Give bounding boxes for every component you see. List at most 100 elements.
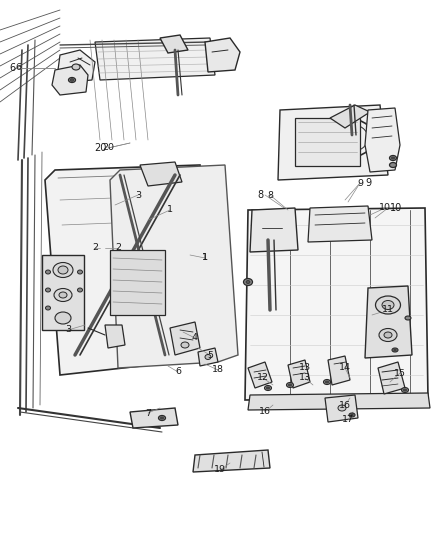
Ellipse shape	[392, 157, 395, 159]
Text: 14: 14	[339, 364, 351, 373]
Text: 9: 9	[365, 178, 371, 188]
Polygon shape	[330, 105, 370, 128]
Ellipse shape	[351, 414, 353, 416]
Ellipse shape	[338, 405, 346, 411]
Ellipse shape	[46, 288, 50, 292]
Text: 10: 10	[379, 204, 391, 213]
Ellipse shape	[375, 296, 400, 314]
Polygon shape	[365, 108, 400, 172]
Ellipse shape	[325, 381, 328, 383]
Polygon shape	[250, 208, 298, 252]
Ellipse shape	[289, 384, 292, 386]
Text: 8: 8	[267, 190, 273, 199]
Polygon shape	[205, 38, 240, 72]
Text: 1: 1	[202, 254, 208, 262]
Polygon shape	[110, 165, 238, 368]
Text: 19: 19	[214, 465, 226, 474]
Polygon shape	[170, 322, 200, 355]
Ellipse shape	[379, 328, 397, 342]
Bar	[42, 255, 84, 330]
Ellipse shape	[46, 270, 50, 274]
Ellipse shape	[53, 262, 73, 278]
Ellipse shape	[389, 156, 396, 160]
Ellipse shape	[405, 316, 411, 320]
Ellipse shape	[382, 301, 394, 310]
Text: 11: 11	[382, 305, 394, 314]
Text: 18: 18	[212, 366, 224, 375]
Text: 13: 13	[299, 364, 311, 373]
Ellipse shape	[55, 312, 71, 324]
Ellipse shape	[78, 288, 82, 292]
Text: 9: 9	[357, 179, 363, 188]
Ellipse shape	[181, 342, 189, 348]
Polygon shape	[365, 286, 412, 358]
Text: 13: 13	[299, 374, 311, 383]
Ellipse shape	[46, 306, 50, 310]
Text: 2: 2	[115, 244, 121, 253]
Polygon shape	[245, 208, 428, 400]
Text: 1: 1	[167, 206, 173, 214]
Polygon shape	[248, 362, 272, 388]
Ellipse shape	[266, 387, 269, 389]
Ellipse shape	[403, 389, 406, 391]
Ellipse shape	[392, 348, 398, 352]
Text: 8: 8	[257, 190, 263, 200]
Ellipse shape	[349, 413, 355, 417]
Text: 1: 1	[202, 254, 208, 262]
Text: 3: 3	[135, 190, 141, 199]
Bar	[110, 250, 165, 315]
Ellipse shape	[394, 349, 396, 351]
Polygon shape	[140, 162, 182, 186]
Text: 7: 7	[145, 408, 151, 417]
Polygon shape	[278, 105, 388, 180]
Text: 20: 20	[102, 143, 114, 152]
Ellipse shape	[160, 417, 163, 419]
Text: 12: 12	[257, 374, 269, 383]
Polygon shape	[58, 50, 95, 82]
Ellipse shape	[68, 77, 75, 83]
Text: 6: 6	[15, 63, 21, 72]
Polygon shape	[248, 393, 430, 410]
Polygon shape	[130, 408, 178, 428]
Polygon shape	[328, 356, 350, 385]
Polygon shape	[105, 325, 125, 348]
Polygon shape	[378, 362, 405, 394]
Text: 3: 3	[65, 326, 71, 335]
Text: 6: 6	[9, 63, 15, 73]
Polygon shape	[52, 65, 88, 95]
Ellipse shape	[324, 379, 331, 384]
Bar	[295, 118, 360, 166]
Ellipse shape	[78, 270, 82, 274]
Text: 17: 17	[342, 416, 354, 424]
Polygon shape	[325, 395, 358, 422]
Ellipse shape	[265, 385, 272, 391]
Ellipse shape	[246, 280, 250, 284]
Ellipse shape	[54, 288, 72, 302]
Ellipse shape	[58, 266, 68, 274]
Text: 6: 6	[175, 367, 181, 376]
Ellipse shape	[72, 64, 80, 70]
Text: 4: 4	[192, 334, 198, 343]
Ellipse shape	[384, 332, 392, 338]
Ellipse shape	[402, 387, 409, 392]
Ellipse shape	[286, 383, 293, 387]
Polygon shape	[308, 206, 372, 242]
Polygon shape	[193, 450, 270, 472]
Ellipse shape	[71, 79, 74, 81]
Ellipse shape	[59, 292, 67, 298]
Text: 16: 16	[259, 408, 271, 416]
Ellipse shape	[389, 163, 396, 167]
Ellipse shape	[159, 416, 166, 421]
Text: 10: 10	[390, 203, 402, 213]
Polygon shape	[288, 360, 310, 388]
Polygon shape	[198, 348, 218, 366]
Polygon shape	[95, 38, 215, 80]
Text: 15: 15	[394, 368, 406, 377]
Text: 2: 2	[92, 244, 98, 253]
Ellipse shape	[244, 279, 252, 286]
Text: 16: 16	[339, 400, 351, 409]
Polygon shape	[45, 165, 215, 375]
Ellipse shape	[205, 354, 211, 359]
Text: 5: 5	[207, 351, 213, 359]
Text: 20: 20	[94, 143, 106, 153]
